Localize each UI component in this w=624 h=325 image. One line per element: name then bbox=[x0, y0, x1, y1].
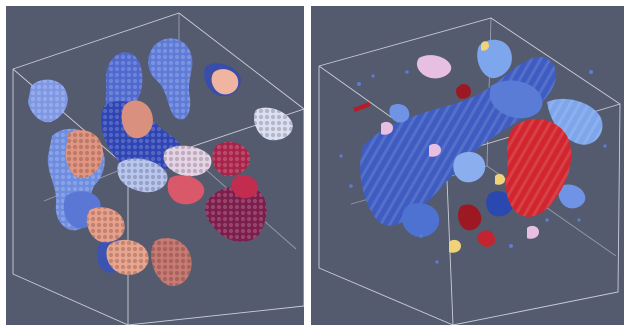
right-pink-yellow-structures bbox=[381, 41, 539, 253]
left-3d-render-panel bbox=[6, 6, 304, 325]
right-red-structures bbox=[353, 84, 572, 247]
left-salmon-structures bbox=[65, 69, 239, 287]
right-3d-render-panel bbox=[311, 6, 624, 325]
right-render-svg bbox=[318, 17, 621, 325]
left-render-svg bbox=[12, 12, 304, 325]
right-scattered-fragments bbox=[339, 70, 607, 264]
left-crimson-structures bbox=[205, 141, 267, 242]
